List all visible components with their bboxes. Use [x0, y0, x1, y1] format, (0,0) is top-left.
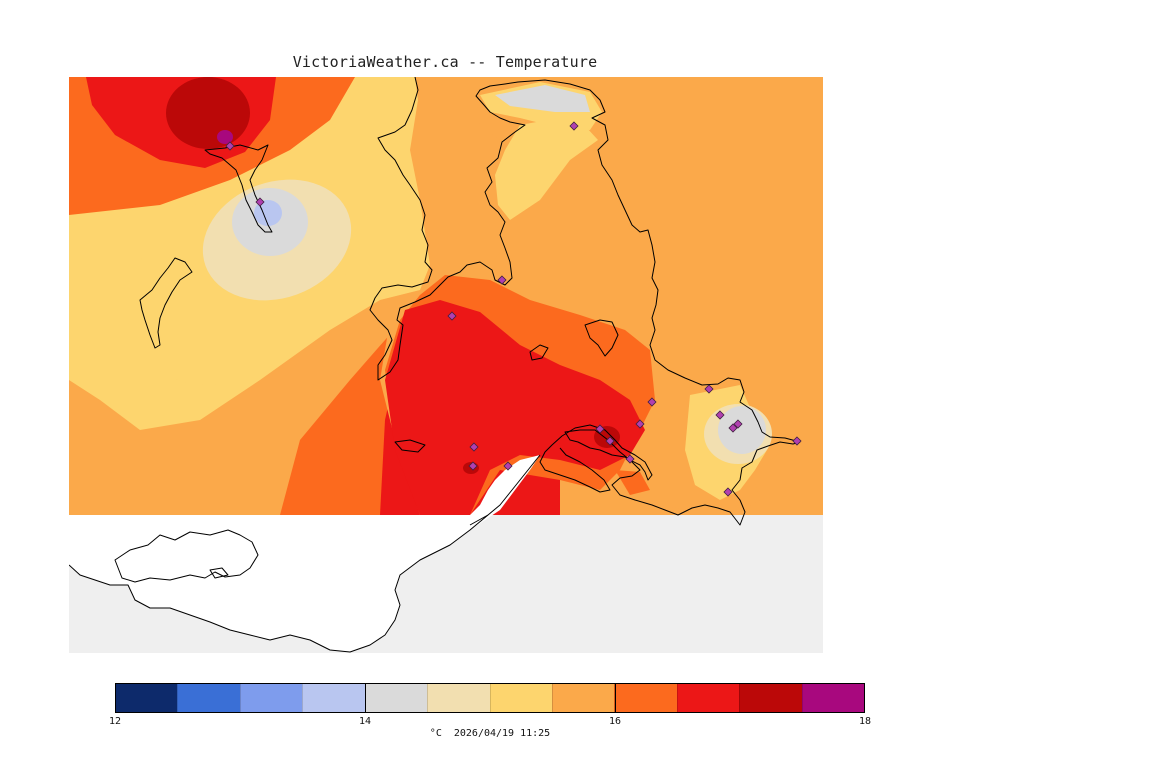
station-marker: [595, 424, 605, 434]
station-marker: [605, 436, 615, 446]
weather-stations: [225, 121, 802, 497]
station-marker: [635, 419, 645, 429]
station-marker: [447, 311, 457, 321]
units-label: °C: [429, 728, 442, 739]
station-marker: [468, 461, 478, 471]
temperature-field-east: [380, 80, 800, 515]
legend-swatch: [177, 684, 240, 712]
legend-caption: °C 2026/04/19 11:25: [0, 728, 980, 739]
legend-tick-label: 16: [608, 716, 622, 727]
no-data-land: [69, 455, 540, 652]
station-marker: [569, 121, 579, 131]
station-marker: [469, 442, 479, 452]
station-marker: [497, 275, 507, 285]
station-marker: [733, 419, 743, 429]
station-marker: [728, 423, 738, 433]
legend-swatch: [801, 684, 865, 712]
legend-swatch: [489, 684, 552, 712]
legend-swatch: [427, 684, 490, 712]
station-marker: [792, 436, 802, 446]
timestamp: 2026/04/19 11:25: [453, 728, 551, 739]
legend-tick-mark: [615, 683, 616, 713]
station-marker: [715, 410, 725, 420]
legend-swatch: [302, 684, 365, 712]
color-legend: [115, 683, 865, 713]
legend-tick-label: 14: [358, 716, 372, 727]
legend-tick-mark: [365, 683, 366, 713]
legend-swatch: [364, 684, 428, 712]
station-marker: [647, 397, 657, 407]
legend-swatch: [116, 684, 178, 712]
station-marker: [625, 454, 635, 464]
station-marker: [503, 461, 513, 471]
legend-tick-label: 12: [108, 716, 122, 727]
legend-swatch: [614, 684, 677, 712]
legend-swatch: [551, 684, 615, 712]
station-marker: [225, 141, 235, 151]
legend-swatch: [239, 684, 303, 712]
legend-swatch: [739, 684, 802, 712]
station-marker: [704, 384, 714, 394]
legend-swatch: [676, 684, 740, 712]
station-marker: [255, 197, 265, 207]
station-marker: [723, 487, 733, 497]
map-title: VictoriaWeather.ca -- Temperature: [292, 53, 598, 71]
legend-tick-label: 18: [858, 716, 872, 727]
